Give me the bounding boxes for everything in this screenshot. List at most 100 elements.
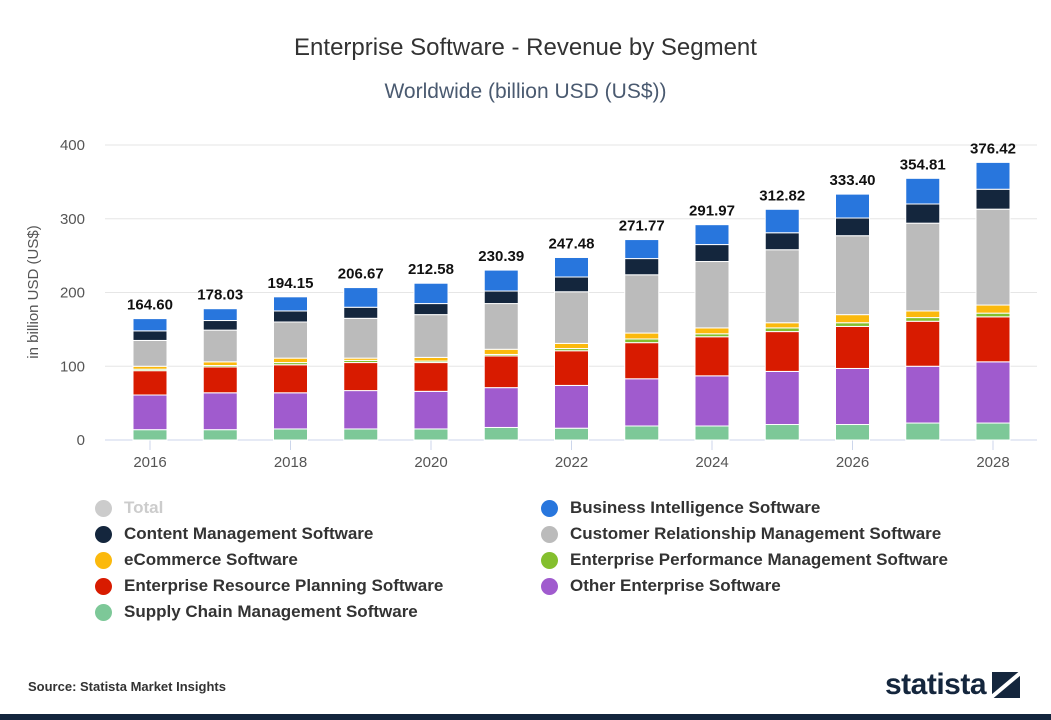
legend-label: Customer Relationship Management Softwar… [570,524,942,543]
bar-segment [764,322,800,329]
bar-segment [694,261,730,329]
legend-item[interactable]: Content Management Software [95,524,541,544]
x-tick-label: 2028 [976,454,1009,471]
bar-segment [624,425,660,441]
bar-segment [413,356,449,362]
bar-segment [624,342,660,380]
bar-segment [764,327,800,333]
legend-label: Content Management Software [124,524,374,543]
bar-segment [975,316,1011,363]
bar-segment [343,317,379,359]
bar-segment [835,217,870,237]
legend-marker-icon [95,551,112,569]
legend-item[interactable]: Business Intelligence Software [541,498,987,518]
legend-marker-icon [95,525,112,543]
chart-subtitle: Worldwide (billion USD (US$)) [384,80,667,103]
bar-segment [905,203,941,224]
legend-marker-icon [541,525,558,543]
statista-logo[interactable]: statista [885,668,1021,702]
bar-segment [413,282,449,305]
bar-segment [343,428,379,441]
bar-segment [905,317,941,322]
total-data-label: 230.39 [478,248,524,265]
legend-item[interactable]: Enterprise Performance Management Softwa… [541,550,987,570]
bar-segment [764,424,800,441]
bar-segment [694,425,730,441]
bar-segment [483,355,519,389]
bar-segment [624,239,660,260]
legend-label: Supply Chain Management Software [124,602,418,621]
total-data-label: 206.67 [338,266,384,283]
bar-segment [975,188,1011,210]
bar-segment [835,424,870,441]
bar-segment [132,339,168,367]
chart-title: Enterprise Software - Revenue by Segment [294,34,757,61]
bar-segment [483,387,519,428]
y-tick-label: 400 [60,137,85,154]
bar-segment [343,287,379,308]
bar-segment [554,350,589,386]
bar-segment [764,208,800,234]
bar-segment [483,269,519,292]
bar-segment [273,392,308,430]
bar-segment [273,321,308,359]
legend-marker-icon [95,499,112,517]
bottom-bar [0,714,1051,720]
bar-segment [483,348,519,355]
bar-segment [343,390,379,430]
bar-segment [975,312,1011,318]
bar-segment [975,361,1011,424]
bar-segment [624,378,660,427]
bar-segment [694,244,730,263]
bar-segment [694,327,730,335]
bar-segment [835,325,870,369]
legend-item[interactable]: Customer Relationship Management Softwar… [541,524,987,544]
bar-segment [202,308,238,322]
bar-segment [554,291,589,344]
stacked-bar-chart: 0 100 200 300 400 in billion USD (US$) 164.60 1… [25,137,1037,471]
bar-segment [554,427,589,441]
bar-segment [483,303,519,350]
bar-segment [694,224,730,246]
bar-segment [202,366,238,394]
bar-segment [835,193,870,219]
bar-segment [273,357,308,364]
bar-segment [835,322,870,327]
logo-mark-icon [992,672,1021,698]
bar-segment [905,422,941,441]
bar-segment [273,428,308,441]
y-axis-label: in billion USD (US$) [25,225,42,358]
legend-label: Enterprise Resource Planning Software [124,576,444,595]
bar-segment [202,361,238,367]
bar-segment [624,274,660,334]
bar-segment [554,256,589,278]
bar-segment [132,370,168,396]
bar-segment [343,362,379,392]
bar-segment [273,296,308,312]
bar-segment [694,375,730,427]
legend-item[interactable]: Other Enterprise Software [541,576,987,596]
total-data-label: 247.48 [549,235,595,252]
x-tick-label: 2018 [274,454,307,471]
x-tick-label: 2016 [133,454,166,471]
y-tick-label: 300 [60,211,85,228]
bar-segment [202,392,238,431]
bar-segment [132,394,168,431]
legend-marker-icon [95,577,112,595]
legend-label: Total [124,498,164,517]
legend-marker-icon [541,499,558,517]
legend-item[interactable]: eCommerce Software [95,550,541,570]
logo-text: statista [885,668,987,701]
bar-segment [202,329,238,363]
bar-segment [905,320,941,367]
bar-segment [413,314,449,358]
legend-marker-icon [541,551,558,569]
bar-segment [624,258,660,276]
bar-segment [483,290,519,305]
legend-item[interactable]: Supply Chain Management Software [95,602,541,622]
bar-segment [554,342,589,350]
legend-label: eCommerce Software [124,550,298,569]
bar-segment [905,310,941,319]
legend-item[interactable]: Enterprise Resource Planning Software [95,576,541,596]
legend-item[interactable]: Total [95,498,541,518]
